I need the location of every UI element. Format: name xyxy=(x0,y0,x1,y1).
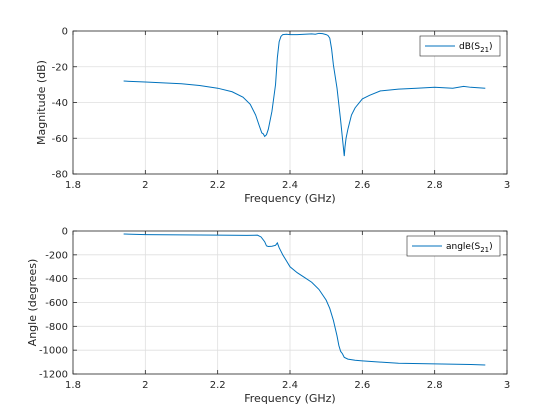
legend-box xyxy=(406,235,501,257)
x-tick-label: 2 xyxy=(142,180,148,191)
x-ticks: 1.8 2 2.2 2.4 2.6 2.8 3 xyxy=(65,31,510,191)
y-tick-label: -40 xyxy=(52,98,68,109)
y-axis-label: Angle (degrees) xyxy=(26,259,39,347)
y-tick-label: -600 xyxy=(45,298,68,309)
x-tick-label: 2.4 xyxy=(282,380,298,391)
x-tick-label: 2.2 xyxy=(210,380,226,391)
plot-frame xyxy=(72,230,508,375)
x-tick-label: 1.8 xyxy=(65,380,81,391)
legend-label: angle(S21) xyxy=(446,242,493,254)
x-tick-label: 2 xyxy=(142,380,148,391)
plot-frame xyxy=(72,30,508,175)
legend-label-main: angle(S xyxy=(446,242,480,252)
y-axis-label: Magnitude (dB) xyxy=(35,60,48,145)
x-tick-label: 1.8 xyxy=(65,180,81,191)
x-tick-label: 2.6 xyxy=(354,180,370,191)
y-tick-label: 0 xyxy=(62,227,68,238)
y-tick-label: -80 xyxy=(52,170,68,181)
angle-plot: 1.8 2 2.2 2.4 2.6 2.8 3 -1200 -1000 -800 -600 -400… xyxy=(26,227,510,406)
y-tick-label: -20 xyxy=(52,62,68,73)
x-axis-label: Frequency (GHz) xyxy=(244,192,335,205)
y-tick-label: -200 xyxy=(45,250,68,261)
x-tick-label: 2.2 xyxy=(210,180,226,191)
legend-label-subscript: 21 xyxy=(480,246,489,254)
x-axis-label: Frequency (GHz) xyxy=(244,392,335,405)
y-tick-label: -60 xyxy=(52,134,68,145)
legend: angle(S21) xyxy=(406,235,501,257)
legend-label-subscript: 21 xyxy=(480,46,489,54)
x-tick-label: 2.4 xyxy=(282,180,298,191)
magnitude-plot: 1.8 2 2.2 2.4 2.6 2.8 3 -80 -60 -40 -20 0 Frequenc… xyxy=(35,27,510,206)
legend-label-close: ) xyxy=(489,42,493,52)
legend-label: dB(S21) xyxy=(459,42,493,54)
y-tick-label: -1000 xyxy=(39,346,68,357)
y-tick-label: -400 xyxy=(45,274,68,285)
x-tick-label: 3 xyxy=(504,380,510,391)
legend: dB(S21) xyxy=(419,35,501,57)
y-tick-label: -800 xyxy=(45,322,68,333)
magnitude-series-line xyxy=(123,32,486,157)
angle-series-line xyxy=(123,233,486,366)
legend-label-main: dB(S xyxy=(459,42,480,52)
x-tick-label: 3 xyxy=(504,180,510,191)
x-tick-label: 2.8 xyxy=(427,380,443,391)
x-tick-label: 2.6 xyxy=(354,380,370,391)
y-tick-label: -1200 xyxy=(39,370,68,381)
y-ticks: -1200 -1000 -800 -600 -400 -200 0 xyxy=(39,227,507,381)
legend-box xyxy=(419,35,501,57)
y-tick-label: 0 xyxy=(62,27,68,38)
legend-label-close: ) xyxy=(489,242,493,252)
x-tick-label: 2.8 xyxy=(427,180,443,191)
